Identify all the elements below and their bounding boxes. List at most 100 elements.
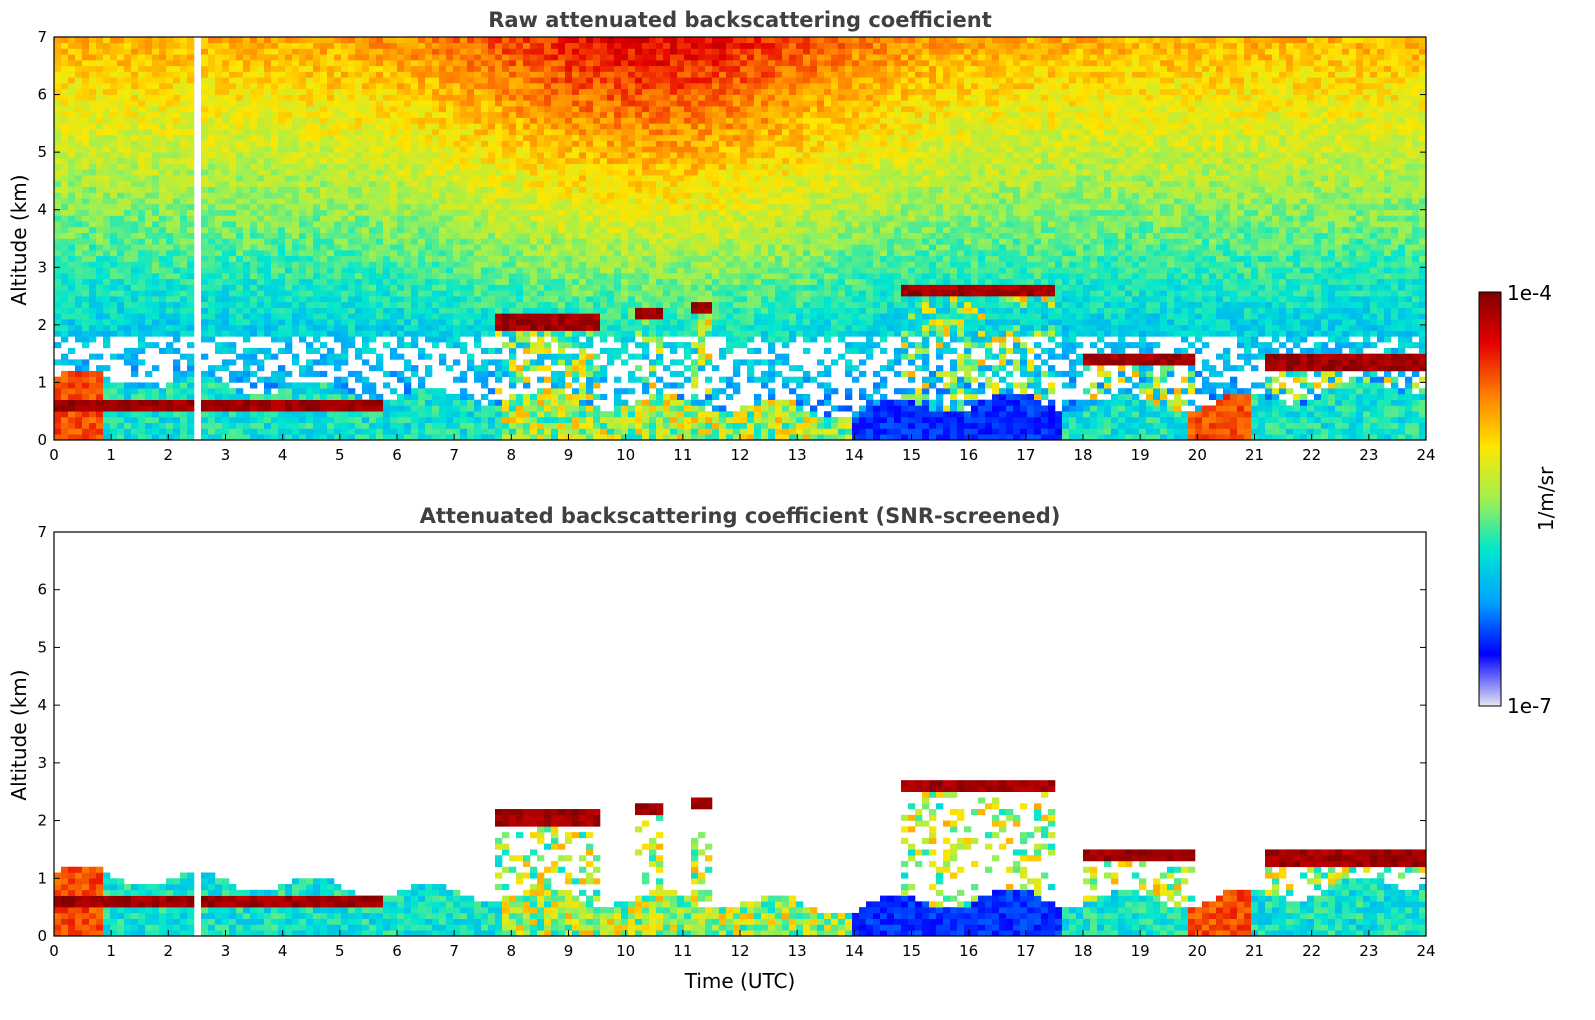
heatmap-cell — [453, 359, 461, 366]
heatmap-cell — [334, 330, 342, 337]
heatmap-cell — [502, 169, 510, 176]
heatmap-cell — [159, 284, 167, 291]
heatmap-cell — [334, 48, 342, 55]
heatmap-cell — [383, 255, 391, 262]
heatmap-cell — [152, 434, 160, 440]
heatmap-cell — [397, 169, 405, 176]
heatmap-cell — [558, 77, 566, 84]
heatmap-cell — [138, 342, 146, 349]
heatmap-cell — [516, 319, 524, 326]
heatmap-cell — [306, 261, 314, 268]
heatmap-cell — [348, 434, 356, 440]
heatmap-cell — [404, 232, 412, 239]
heatmap-cell — [180, 48, 188, 55]
heatmap-cell — [530, 186, 538, 193]
heatmap-cell — [103, 117, 111, 124]
heatmap-cell — [152, 71, 160, 78]
heatmap-cell — [565, 416, 573, 424]
heatmap-cell — [523, 255, 531, 262]
heatmap-cell — [460, 330, 468, 337]
heatmap-cell — [138, 198, 146, 205]
heatmap-cell — [285, 94, 293, 101]
heatmap-cell — [495, 296, 503, 303]
heatmap-cell — [411, 117, 419, 124]
heatmap-cell — [474, 163, 482, 170]
heatmap-cell — [586, 232, 594, 239]
heatmap-cell — [544, 376, 552, 383]
heatmap-cell — [124, 88, 132, 95]
heatmap-cell — [187, 60, 195, 67]
heatmap-cell — [152, 232, 160, 239]
heatmap-cell — [257, 261, 265, 268]
heatmap-cell — [544, 100, 552, 107]
heatmap-cell — [355, 376, 363, 383]
heatmap-cell — [453, 324, 461, 331]
heatmap-cell — [124, 313, 132, 320]
heatmap-cell — [299, 261, 307, 268]
heatmap-cell — [383, 330, 391, 337]
heatmap-cell — [341, 83, 349, 90]
heatmap-cell — [544, 169, 552, 176]
heatmap-cell — [334, 100, 342, 107]
heatmap-cell — [313, 123, 321, 130]
heatmap-cell — [222, 140, 230, 147]
heatmap-cell — [467, 428, 475, 435]
heatmap-cell — [397, 313, 405, 320]
heatmap-cell — [390, 388, 398, 395]
heatmap-cell — [278, 111, 286, 118]
heatmap-cell — [481, 221, 489, 228]
heatmap-cell — [502, 48, 510, 55]
heatmap-cell — [481, 152, 489, 159]
heatmap-cell — [572, 399, 580, 406]
heatmap-cell — [264, 209, 272, 216]
heatmap-cell — [390, 232, 398, 239]
heatmap-cell — [145, 106, 153, 113]
heatmap-cell — [411, 192, 419, 199]
heatmap-cell — [327, 77, 335, 84]
heatmap-cell — [180, 261, 188, 268]
heatmap-cell — [229, 226, 237, 234]
heatmap-cell — [75, 65, 83, 72]
heatmap-cell — [320, 313, 328, 320]
heatmap-cell — [348, 123, 356, 130]
heatmap-cell — [103, 157, 111, 164]
heatmap-cell — [152, 422, 160, 429]
heatmap-cell — [446, 123, 454, 130]
heatmap-cell — [495, 146, 503, 153]
heatmap-cell — [481, 94, 489, 101]
heatmap-cell — [313, 152, 321, 159]
heatmap-cell — [278, 238, 286, 245]
heatmap-cell — [530, 405, 538, 412]
heatmap-cell — [243, 324, 251, 331]
heatmap-cell — [96, 290, 104, 297]
heatmap-cell — [313, 382, 321, 389]
heatmap-cell — [579, 175, 587, 182]
heatmap-cell — [362, 71, 370, 78]
heatmap-cell — [208, 422, 216, 429]
heatmap-cell — [68, 422, 76, 429]
heatmap-cell — [411, 123, 419, 130]
heatmap-cell — [159, 215, 167, 222]
heatmap-cell — [299, 393, 307, 400]
heatmap-cell — [61, 198, 69, 205]
heatmap-cell — [124, 54, 132, 61]
heatmap-cell — [222, 209, 230, 216]
heatmap-cell — [159, 324, 167, 331]
heatmap-cell — [236, 152, 244, 159]
heatmap-cell — [481, 376, 489, 383]
heatmap-cell — [208, 405, 216, 412]
heatmap-cell — [467, 146, 475, 153]
heatmap-cell — [411, 307, 419, 314]
heatmap-cell — [264, 244, 272, 251]
heatmap-cell — [292, 65, 300, 72]
heatmap-cell — [117, 111, 125, 118]
heatmap-cell — [299, 290, 307, 297]
heatmap-cell — [271, 382, 279, 389]
heatmap-cell — [306, 42, 314, 49]
heatmap-cell — [348, 163, 356, 170]
heatmap-cell — [278, 278, 286, 285]
heatmap-cell — [495, 399, 503, 406]
heatmap-cell — [131, 215, 139, 222]
heatmap-cell — [145, 313, 153, 320]
heatmap-cell — [145, 307, 153, 314]
